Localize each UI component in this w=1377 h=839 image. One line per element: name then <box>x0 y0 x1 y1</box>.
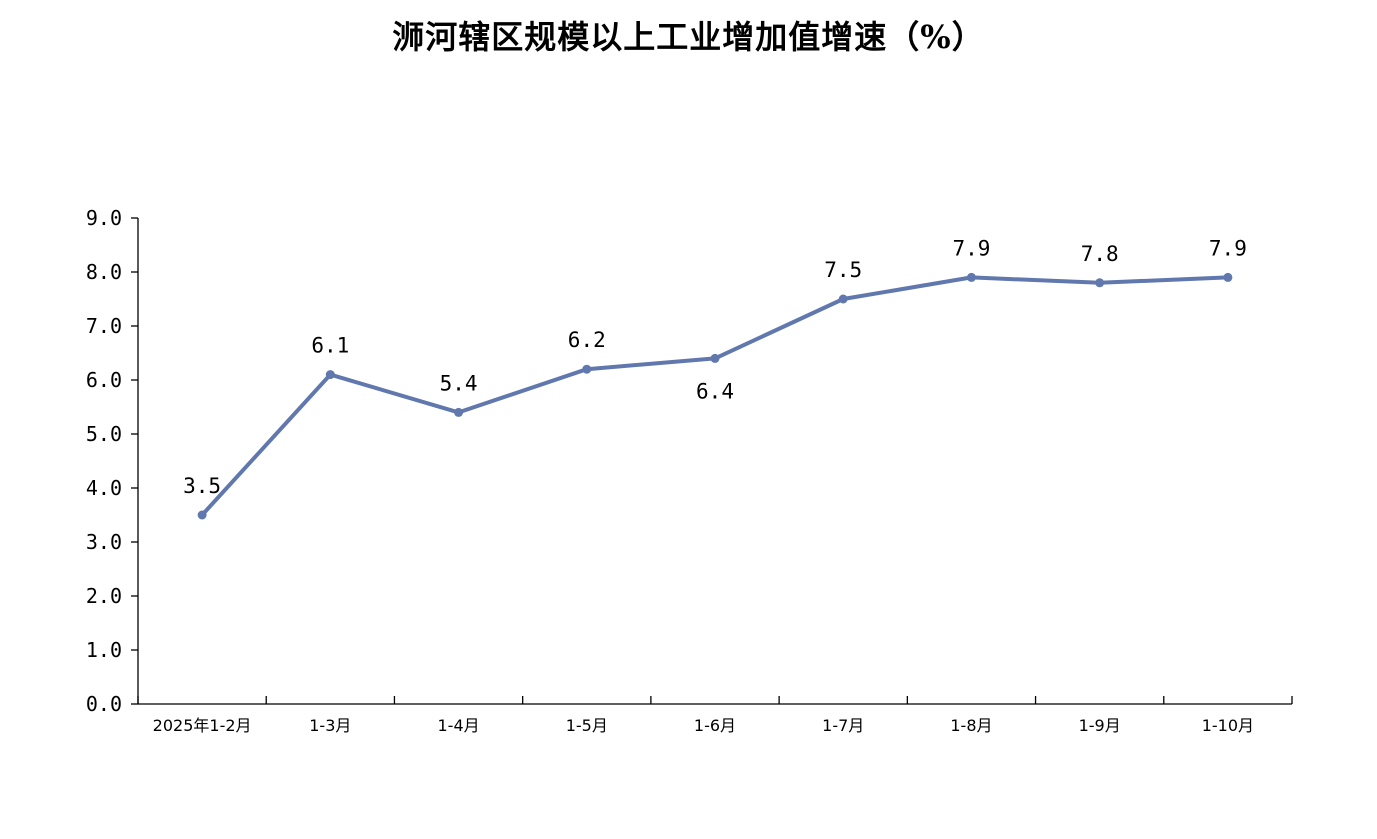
data-label: 7.9 <box>952 236 990 260</box>
y-tick-label: 0.0 <box>86 692 122 716</box>
data-point <box>325 370 335 380</box>
data-point <box>1095 278 1105 288</box>
y-tick-label: 9.0 <box>86 206 122 230</box>
y-tick-label: 8.0 <box>86 260 122 284</box>
axes <box>137 218 1292 705</box>
chart-title: 浉河辖区规模以上工业增加值增速（%） <box>392 18 985 56</box>
y-axis-ticks: 0.0 1.0 2.0 3.0 4.0 5.0 6.0 7.0 8.0 9.0 <box>86 206 138 716</box>
y-tick-label: 2.0 <box>86 584 122 608</box>
x-tick-label: 1-10月 <box>1202 716 1254 735</box>
data-point <box>582 364 592 374</box>
data-point <box>838 294 848 304</box>
y-tick-label: 3.0 <box>86 530 122 554</box>
data-label: 6.4 <box>696 379 734 403</box>
data-label: 7.9 <box>1209 236 1247 260</box>
x-tick-label: 1-9月 <box>1079 716 1121 735</box>
data-point <box>1223 272 1233 282</box>
x-tick-label: 1-6月 <box>694 716 736 735</box>
y-tick-label: 1.0 <box>86 638 122 662</box>
x-tick-label: 1-5月 <box>566 716 608 735</box>
data-label: 5.4 <box>440 371 478 395</box>
data-label: 6.2 <box>568 328 606 352</box>
y-tick-label: 4.0 <box>86 476 122 500</box>
data-point <box>710 353 720 363</box>
series <box>197 272 1233 520</box>
data-point <box>197 510 207 520</box>
x-tick-label: 1-7月 <box>822 716 864 735</box>
data-label: 7.8 <box>1081 242 1119 266</box>
data-point <box>454 407 464 417</box>
y-tick-label: 7.0 <box>86 314 122 338</box>
x-tick-label: 1-3月 <box>309 716 351 735</box>
x-tick-label: 1-8月 <box>950 716 992 735</box>
data-label: 7.5 <box>824 258 862 282</box>
y-tick-label: 5.0 <box>86 422 122 446</box>
data-point <box>966 272 976 282</box>
x-tick-label: 2025年1-2月 <box>153 716 252 735</box>
x-tick-label: 1-4月 <box>437 716 479 735</box>
y-tick-label: 6.0 <box>86 368 122 392</box>
data-labels: 3.5 6.1 5.4 6.2 6.4 7.5 7.9 7.8 7.9 <box>183 236 1247 498</box>
data-label: 6.1 <box>311 334 349 358</box>
data-label: 3.5 <box>183 474 221 498</box>
x-axis-ticks: 2025年1-2月 1-3月 1-4月 1-5月 1-6月 1-7月 1-8月 1-9月 1-1… <box>137 696 1293 735</box>
